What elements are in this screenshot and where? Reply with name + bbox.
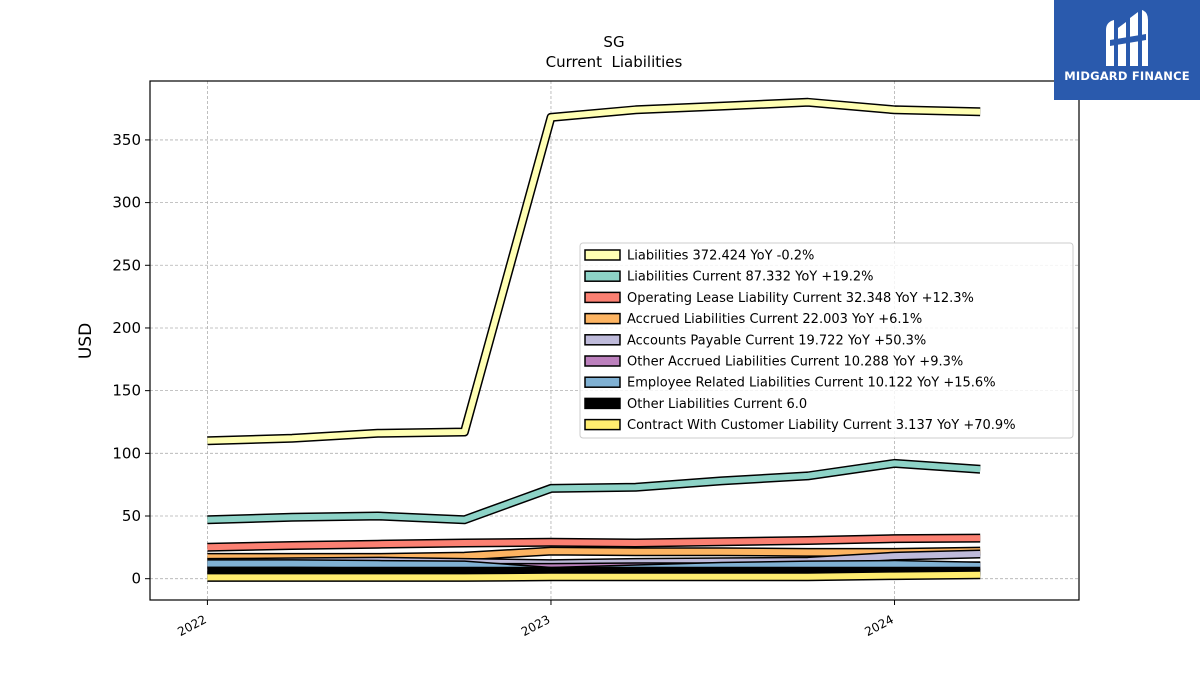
- legend-label: Liabilities Current 87.332 YoY +19.2%: [627, 270, 874, 285]
- legend-swatch: [584, 270, 621, 282]
- y-axis: 0 50 100 150 200 250 300 350: [112, 131, 150, 588]
- logo-mark-icon: [1106, 10, 1148, 66]
- y-tick-label: 150: [112, 382, 141, 400]
- legend-swatch: [584, 397, 621, 410]
- legend-label: Other Liabilities Current 6.0: [627, 397, 807, 412]
- legend-label: Contract With Customer Liability Current…: [627, 418, 1016, 433]
- y-tick-label: 300: [112, 194, 141, 212]
- series-line-0: [207, 99, 981, 444]
- plot-frame: [149, 80, 1080, 601]
- legend-swatch: [584, 376, 621, 388]
- chart-title: SG: [603, 33, 624, 51]
- midgard-finance-logo: MIDGARD FINANCE: [1054, 0, 1200, 100]
- legend-swatch: [584, 312, 621, 325]
- legend: Liabilities 372.424 YoY -0.2% Liabilities…: [579, 242, 1074, 439]
- legend-swatch: [584, 291, 621, 304]
- y-tick-label: 0: [131, 570, 141, 588]
- y-tick-label: 250: [112, 256, 141, 274]
- x-axis: 2022 2023 2024: [175, 600, 896, 639]
- legend-label: Accounts Payable Current 19.722 YoY +50.…: [627, 333, 926, 348]
- series-line-outline-1: [207, 458, 981, 525]
- legend-label: Employee Related Liabilities Current 10.…: [627, 376, 996, 391]
- y-tick-label: 350: [112, 131, 141, 149]
- series-line-8: [207, 571, 981, 581]
- legend-swatch: [584, 334, 621, 346]
- chart-subtitle: Current Liabilities: [546, 53, 683, 71]
- y-axis-label: USD: [76, 323, 96, 359]
- logo-text: MIDGARD FINANCE: [1064, 69, 1190, 83]
- legend-label: Operating Lease Liability Current 32.348…: [627, 291, 974, 306]
- legend-swatch: [584, 418, 621, 431]
- y-tick-label: 100: [112, 444, 141, 462]
- x-tick-label: 2023: [519, 612, 553, 639]
- y-tick-label: 200: [112, 319, 141, 337]
- x-tick-label: 2022: [175, 612, 209, 639]
- series-line-1: [207, 460, 981, 523]
- grid: [150, 81, 1079, 600]
- legend-label: Accrued Liabilities Current 22.003 YoY +…: [627, 312, 922, 327]
- x-tick-label: 2024: [862, 612, 896, 639]
- legend-label: Other Accrued Liabilities Current 10.288…: [627, 355, 963, 370]
- legend-box: [579, 242, 1074, 439]
- series-layer: [207, 97, 981, 582]
- legend-swatch: [584, 249, 621, 261]
- legend-label: Liabilities 372.424 YoY -0.2%: [627, 249, 814, 264]
- y-tick-label: 50: [122, 507, 141, 525]
- series-line-2: [207, 535, 981, 551]
- legend-swatch: [584, 355, 621, 367]
